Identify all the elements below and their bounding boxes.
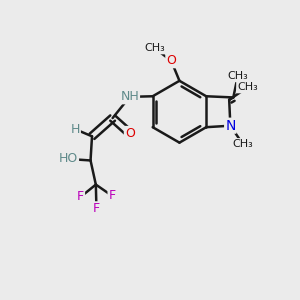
Text: F: F xyxy=(109,189,116,202)
Text: O: O xyxy=(166,54,176,67)
Text: H: H xyxy=(70,123,80,136)
Text: F: F xyxy=(77,190,84,203)
Text: F: F xyxy=(93,202,100,215)
Text: N: N xyxy=(225,119,236,133)
Text: HO: HO xyxy=(59,152,78,166)
Text: CH₃: CH₃ xyxy=(232,139,253,149)
Text: NH: NH xyxy=(120,90,139,104)
Text: CH₃: CH₃ xyxy=(237,82,258,92)
Text: O: O xyxy=(125,127,135,140)
Text: CH₃: CH₃ xyxy=(227,71,248,81)
Text: CH₃: CH₃ xyxy=(145,44,165,53)
